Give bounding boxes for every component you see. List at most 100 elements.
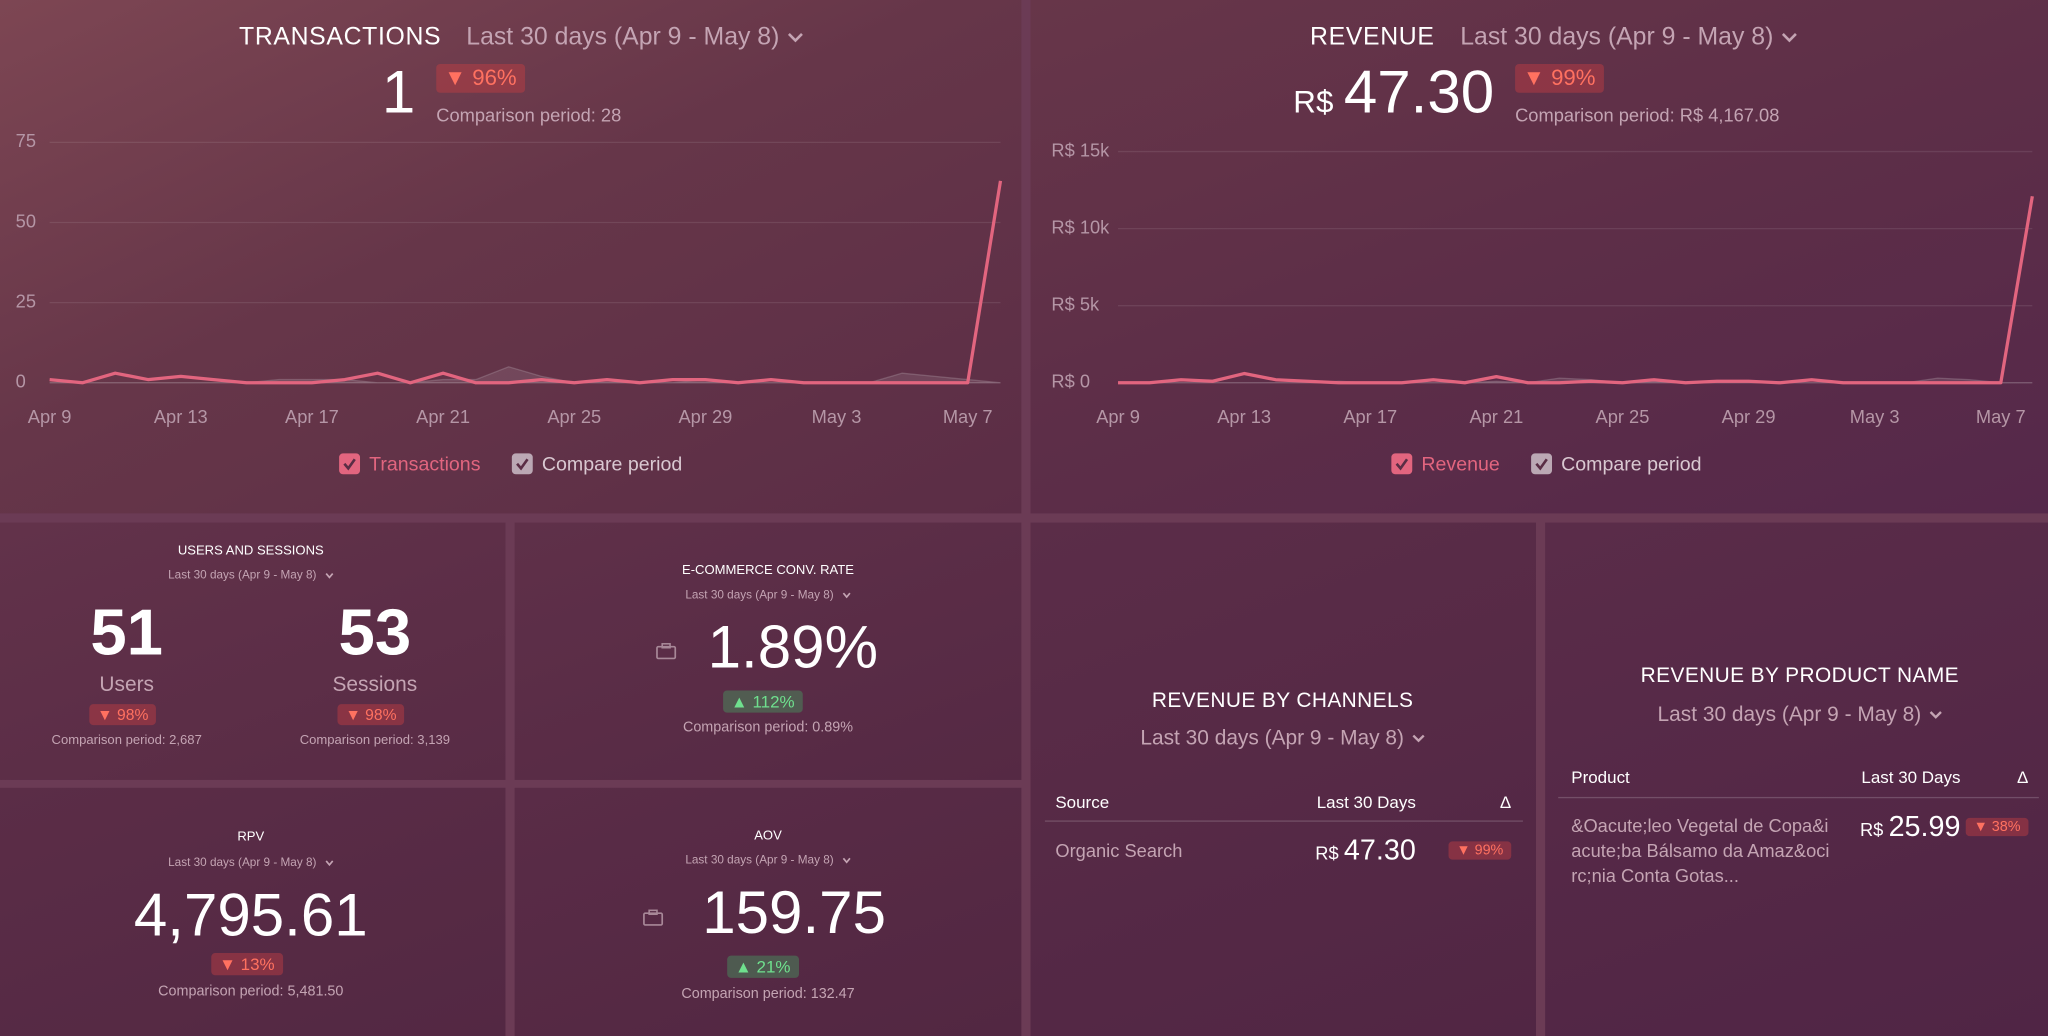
- column-header: Product: [1571, 767, 1630, 788]
- x-tick-label: May 3: [812, 406, 862, 427]
- x-tick-label: Apr 25: [547, 406, 601, 427]
- comparison: Comparison period: 132.47: [681, 986, 855, 1003]
- checkmark: [516, 458, 529, 471]
- change-text: ▼ 99%: [1448, 841, 1512, 860]
- value: 47.30: [1343, 57, 1495, 126]
- change-text: ▼ 96%: [436, 64, 525, 93]
- change-text: ▲ 21%: [727, 955, 799, 978]
- kpi-label: Sessions: [332, 674, 418, 697]
- widget-title: USERS AND SESSIONS: [177, 544, 324, 559]
- x-tick-label: Apr 21: [416, 406, 470, 427]
- legend-label: Compare period: [542, 453, 682, 475]
- comparison: Comparison period: 28: [436, 104, 622, 126]
- legend-label: Transactions: [369, 453, 481, 475]
- currency: R$: [1293, 84, 1334, 121]
- chevron: [842, 857, 850, 864]
- change-badge: ▲ 21%: [727, 955, 799, 978]
- column-header: Source: [1055, 792, 1110, 812]
- chevron: [324, 573, 333, 579]
- date-range-text: Last 30 days (Apr 9 - May 8): [466, 23, 780, 51]
- chevron: [324, 860, 333, 867]
- checkmark: [1535, 458, 1548, 471]
- date-range[interactable]: Last 30 days (Apr 9 - May 8): [1460, 24, 1797, 53]
- date-range[interactable]: Last 30 days (Apr 9 - May 8): [466, 24, 803, 53]
- users-sessions-panel: USERS AND SESSIONS Last 30 days (Apr 9 -…: [0, 522, 506, 780]
- change-badge: ▼ 13%: [211, 953, 283, 976]
- x-tick-label: Apr 9: [1096, 406, 1140, 427]
- y-tick-label: R$ 0: [1051, 371, 1090, 392]
- legend-label: Revenue: [1421, 453, 1499, 475]
- widget-title: REVENUE BY CHANNELS: [1151, 689, 1414, 713]
- widget-title: RPV: [237, 830, 265, 845]
- y-tick-label: R$ 5k: [1051, 294, 1100, 315]
- widget-title: AOV: [754, 828, 782, 844]
- change-text: ▼ 13%: [211, 953, 283, 976]
- column-header: Last 30 Days: [1316, 792, 1416, 812]
- date-range[interactable]: Last 30 days (Apr 9 - May 8): [685, 588, 850, 601]
- row-value: R$ 47.30: [1315, 834, 1416, 868]
- chevron: [787, 33, 803, 43]
- change-badge: ▼ 99%: [1515, 64, 1604, 93]
- change-text: ▼ 98%: [337, 704, 405, 726]
- aov-panel: AOV Last 30 days (Apr 9 - May 8) 159.75 …: [514, 787, 1022, 1036]
- divider: [1044, 820, 1523, 822]
- legend-checkbox: [339, 453, 361, 475]
- transactions-chart: 0 25 50 75 Apr 9 Apr 13 Apr 17 Apr 21 Apr 25 Apr …: [16, 130, 1003, 475]
- change-badge: ▼ 96%: [436, 64, 525, 93]
- legend: Revenue Compare period: [1391, 453, 1702, 475]
- x-tick-label: Apr 13: [1217, 406, 1271, 427]
- channels-panel: REVENUE BY CHANNELS Last 30 days (Apr 9 …: [1030, 522, 1536, 1036]
- row-name: Organic Search: [1055, 840, 1183, 861]
- x-tick-label: Apr 17: [1343, 406, 1397, 427]
- x-tick-label: Apr 29: [678, 406, 732, 427]
- icon: [643, 909, 664, 926]
- kpi-value: R$ 47.30: [1293, 56, 1494, 127]
- date-range-text: Last 30 days (Apr 9 - May 8): [1657, 704, 1922, 727]
- divider: [1558, 796, 2039, 799]
- x-tick-label: May 7: [1976, 406, 2026, 427]
- rpv-panel: RPV Last 30 days (Apr 9 - May 8) 4,795.6…: [0, 787, 506, 1036]
- comparison: Comparison period: R$ 4,167.08: [1515, 104, 1780, 126]
- revenue-panel: R$ 0 R$ 5k R$ 10k R$ 15k Apr 9 Apr 13 Apr 17 Ap…: [1030, 0, 2048, 514]
- y-tick-label: 0: [16, 371, 26, 392]
- change-badge: ▼ 98%: [337, 704, 405, 726]
- revenue-chart: R$ 0 R$ 5k R$ 10k R$ 15k Apr 9 Apr 13 Apr 17 Ap…: [1051, 139, 2034, 475]
- chevron: [1412, 735, 1425, 743]
- value: 47.30: [1343, 833, 1416, 867]
- checkmark: [343, 458, 356, 471]
- x-tick-label: Apr 25: [1596, 406, 1650, 427]
- widget-title: TRANSACTIONS: [239, 23, 442, 51]
- widget-title: REVENUE BY PRODUCT NAME: [1640, 664, 1959, 688]
- kpi-value: 4,795.61: [133, 880, 368, 949]
- y-tick-label: 25: [16, 290, 36, 311]
- column-header: Δ: [2017, 767, 2029, 788]
- date-range[interactable]: Last 30 days (Apr 9 - May 8): [685, 853, 850, 866]
- row-value: R$ 25.99: [1860, 810, 1961, 844]
- x-tick-label: Apr 29: [1722, 406, 1776, 427]
- x-tick-label: Apr 9: [28, 406, 72, 427]
- date-range[interactable]: Last 30 days (Apr 9 - May 8): [168, 856, 333, 869]
- kpi-value: 51: [90, 595, 164, 669]
- value: 25.99: [1888, 809, 1961, 843]
- date-range-text: Last 30 days (Apr 9 - May 8): [685, 853, 834, 867]
- date-range[interactable]: Last 30 days (Apr 9 - May 8): [1140, 728, 1425, 752]
- change-text: ▼ 98%: [89, 704, 157, 726]
- comparison: Comparison period: 0.89%: [682, 719, 854, 736]
- change-badge: ▼ 38%: [1965, 817, 2029, 837]
- conv-rate-panel: E-COMMERCE CONV. RATE Last 30 days (Apr …: [514, 522, 1022, 780]
- series-line: [49, 180, 1003, 385]
- series-line: [1118, 195, 2034, 385]
- comparison: Comparison period: 2,687: [51, 733, 202, 748]
- chevron: [1781, 33, 1797, 43]
- legend: Transactions Compare period: [339, 453, 682, 475]
- date-range[interactable]: Last 30 days (Apr 9 - May 8): [1658, 704, 1943, 728]
- comparison: Comparison period: 3,139: [299, 733, 451, 748]
- y-tick-label: 75: [16, 130, 36, 151]
- date-range[interactable]: Last 30 days (Apr 9 - May 8): [168, 568, 333, 581]
- x-tick-label: Apr 13: [154, 406, 208, 427]
- legend-checkbox: [1391, 453, 1413, 475]
- date-range-text: Last 30 days (Apr 9 - May 8): [1460, 23, 1774, 51]
- icon: [656, 643, 677, 660]
- change-badge: ▼ 98%: [89, 704, 157, 726]
- chevron: [842, 592, 850, 599]
